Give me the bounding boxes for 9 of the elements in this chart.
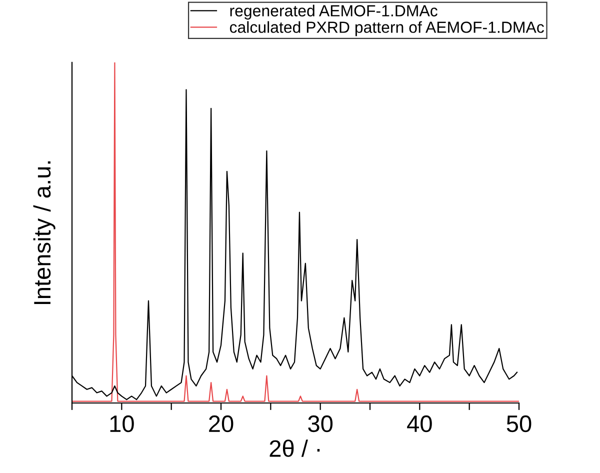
x-tick-label: 40 bbox=[407, 415, 432, 432]
y-axis-title: Intensity / a.u. bbox=[33, 161, 56, 304]
x-tick-label: 30 bbox=[308, 415, 333, 432]
x-tick-label: 10 bbox=[110, 415, 134, 432]
legend-label: regenerated AEMOF-1.DMAc bbox=[230, 4, 438, 20]
x-tick-label: 20 bbox=[209, 415, 234, 432]
legend-label: calculated PXRD pattern of AEMOF-1.DMAc bbox=[230, 21, 544, 36]
x-axis-title: 2θ / · bbox=[270, 440, 320, 457]
x-tick-label: 50 bbox=[506, 415, 532, 432]
